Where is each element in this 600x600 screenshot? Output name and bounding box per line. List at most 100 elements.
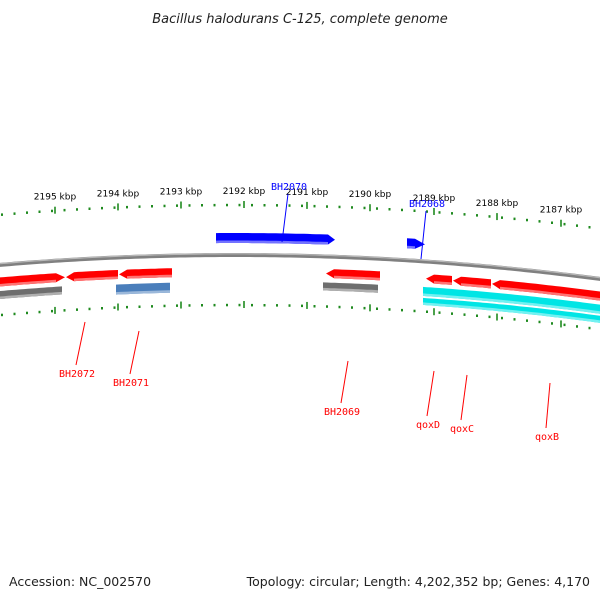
scale-dot (413, 209, 416, 212)
scale-dot (401, 208, 403, 212)
gene-label-bh2068: BH2068 (409, 199, 445, 210)
scale-dot (288, 204, 291, 207)
operon-qox (423, 286, 600, 314)
scale-dot (63, 208, 66, 212)
gene-label-bh2071: BH2071 (113, 378, 149, 389)
gene-bh2072-shine (74, 276, 118, 282)
leader-line (281, 193, 289, 243)
scale-dot (588, 226, 591, 229)
gene-bh2072 (66, 270, 118, 282)
leader-line (545, 382, 551, 429)
scale-dot (476, 214, 478, 217)
scale-dot (1, 213, 3, 216)
gene-qoxb (492, 280, 600, 301)
scale-tick-label: 2195 kbp (34, 193, 77, 203)
gene-label-qoxc: qoxC (450, 424, 474, 435)
gene-labels: BH2070 BH2068 BH2072 BH2071 BH2069 qoxD qoxC qo… (59, 182, 559, 443)
scale-dot (76, 308, 78, 311)
highlight-feature-bh2071 (116, 282, 170, 295)
scale-dot (188, 304, 191, 307)
scale-tick-label: 2192 kbp (223, 187, 266, 197)
leader-line (129, 330, 140, 375)
scale-dot (163, 204, 166, 208)
scale-dot (88, 207, 91, 210)
scale-dot (538, 220, 541, 223)
scale-dot (138, 205, 141, 208)
gene-label-bh2069: BH2069 (324, 407, 360, 418)
gene-bh2070 (216, 233, 335, 245)
gene-qoxc-shine (461, 283, 491, 289)
gene-bh2071-shine (127, 274, 172, 279)
scale-tick-label: 2187 kbp (540, 206, 583, 216)
scale-dot (13, 212, 16, 215)
scale-dot (201, 304, 203, 307)
scale-dot (413, 309, 416, 313)
highlight-feature-bh2071-shine (116, 290, 170, 295)
scale-dot (526, 319, 528, 322)
topology-text: Topology: circular; Length: 4,202,352 bp… (246, 574, 590, 589)
scale-dot (201, 204, 203, 207)
scale-dot (588, 326, 591, 330)
scale-dot (138, 305, 141, 308)
scale-tick-label: 2193 kbp (160, 188, 203, 198)
pseudo-feature-bh2069-shine (323, 287, 378, 293)
operon-qox-lower (423, 297, 600, 323)
gene-bh2069-shine (334, 275, 380, 281)
scale-dot (226, 203, 228, 207)
scale-dot (288, 304, 291, 307)
scale-dot (151, 305, 153, 308)
scale-dot (163, 304, 166, 308)
accession-text: Accession: NC_002570 (9, 574, 152, 589)
scale-dot (301, 204, 303, 208)
scale-dot (251, 303, 253, 307)
scale-dot (251, 203, 253, 207)
scale-dot (401, 308, 403, 312)
gene-bh2071 (119, 268, 172, 279)
scale-dot (376, 307, 378, 310)
upper-scale-dots (1, 203, 591, 229)
scale-dot (51, 209, 53, 213)
gene-left-edge-shine (0, 279, 56, 287)
scale-dot (176, 304, 178, 307)
scale-tick-label: 2194 kbp (97, 189, 140, 199)
gene-label-bh2070: BH2070 (271, 182, 307, 193)
gene-left-edge (0, 273, 65, 287)
scale-dot (13, 312, 16, 316)
scale-dot (338, 305, 341, 309)
scale-dot (113, 206, 116, 209)
scale-dot (488, 315, 491, 319)
scale-dot (563, 323, 566, 327)
scale-dot (276, 304, 278, 307)
scale-dot (38, 210, 41, 213)
scale-dot (476, 314, 478, 317)
scale-dot (263, 304, 266, 307)
scale-dot (551, 322, 553, 325)
genome-backbone-highlight (0, 253, 600, 279)
scale-dot (26, 311, 28, 315)
gene-label-bh2072: BH2072 (59, 369, 95, 380)
scale-dot (326, 305, 328, 308)
scale-tick-label: 2188 kbp (476, 199, 519, 209)
scale-dot (388, 308, 391, 311)
scale-dot (126, 305, 128, 309)
scale-dot (426, 210, 428, 213)
scale-dot (263, 204, 266, 207)
scale-dot (26, 211, 28, 214)
scale-dot (101, 307, 103, 310)
pseudo-feature-left-shine (0, 291, 62, 299)
scale-dot (301, 304, 303, 308)
scale-dot (238, 203, 241, 207)
scale-dot (101, 206, 103, 210)
scale-dot (151, 205, 153, 208)
scale-dot (313, 305, 316, 308)
scale-dot (363, 206, 366, 210)
scale-dot (313, 204, 316, 208)
gene-label-qoxb: qoxB (535, 432, 559, 443)
scale-dot (226, 303, 228, 307)
gene-label-qoxd: qoxD (416, 420, 440, 431)
scale-tick-label: 2190 kbp (349, 190, 392, 200)
scale-dot (513, 318, 516, 321)
pseudo-feature-bh2069 (323, 282, 378, 293)
scale-dot (213, 203, 216, 207)
map-title: Bacillus halodurans C-125, complete geno… (152, 12, 448, 27)
